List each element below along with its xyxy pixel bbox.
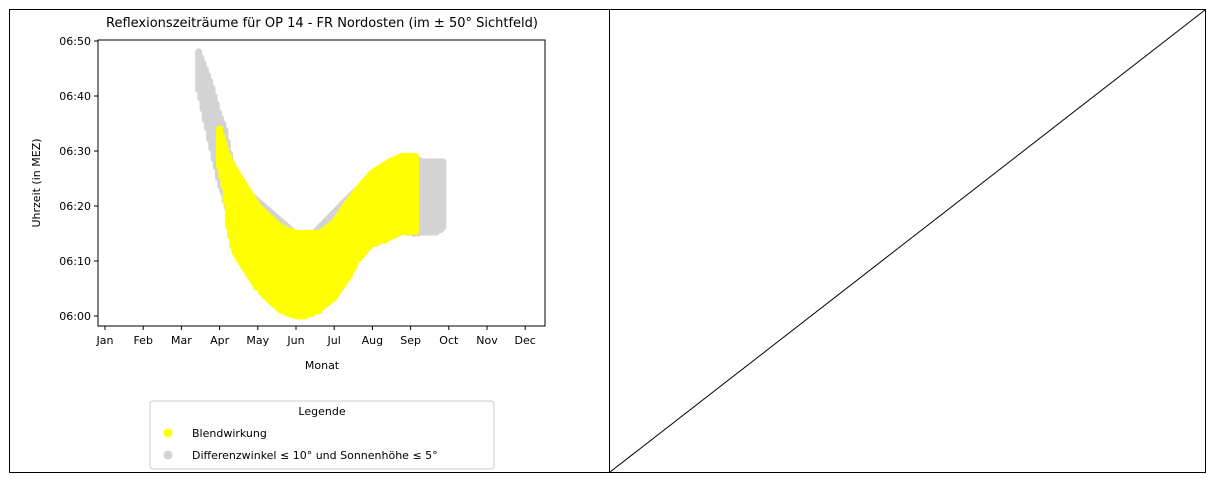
table-borders [9, 9, 1206, 473]
scatter-marks [195, 48, 447, 320]
empty-cell-diagonal [609, 9, 1206, 473]
series-blendwirkung [216, 125, 419, 320]
scatter-point [439, 223, 447, 231]
chart-title: Reflexionszeiträume für OP 14 - FR Nordo… [106, 16, 538, 31]
